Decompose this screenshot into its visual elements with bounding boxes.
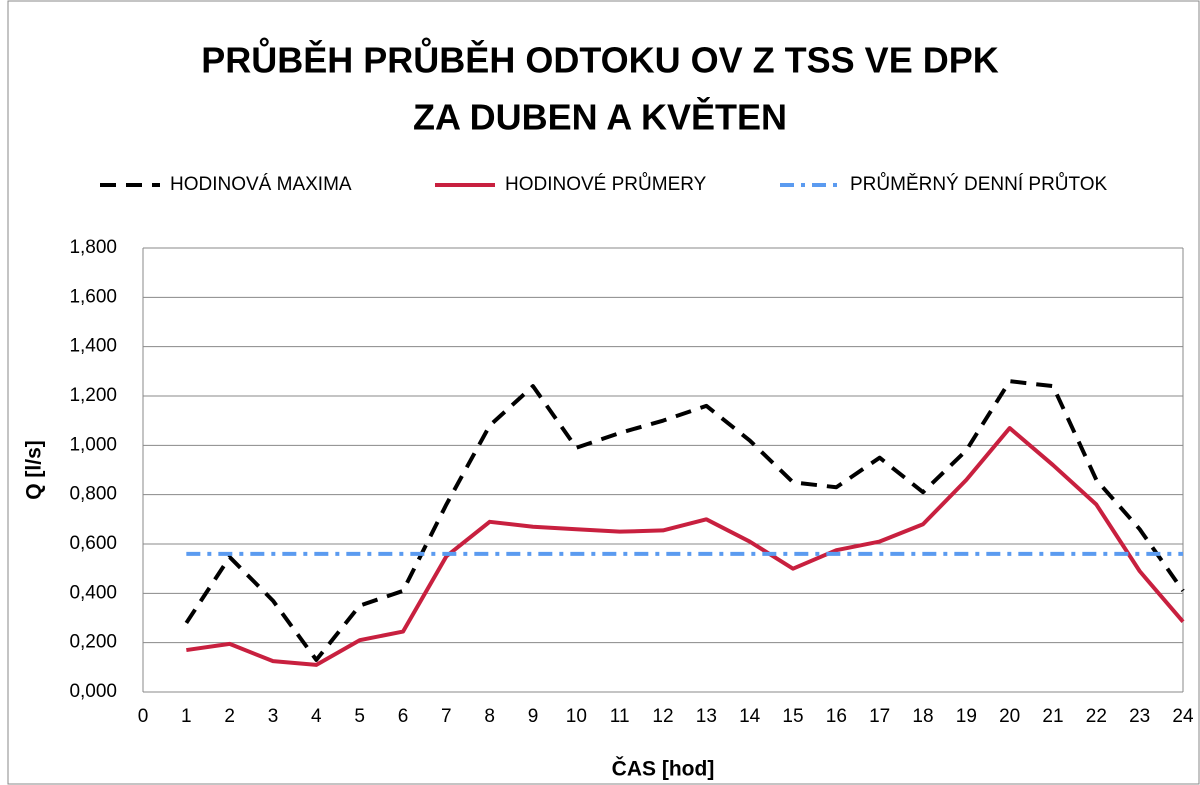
y-tick-label: 0,800 <box>69 484 117 505</box>
y-tick-label: 0,600 <box>69 533 117 554</box>
x-tick-label: 13 <box>696 706 717 727</box>
data-line <box>184 379 1185 662</box>
y-tick-label: 1,800 <box>69 237 117 258</box>
y-tick-label: 0,000 <box>69 681 117 702</box>
x-tick-label: 3 <box>268 706 279 727</box>
x-tick-label: 12 <box>652 706 673 727</box>
x-tick-label: 21 <box>1042 706 1063 727</box>
x-tick-label: 14 <box>739 706 761 727</box>
chart-title: PRŮBĚH PRŮBĚH ODTOKU OV Z TSS VE DPK <box>201 36 998 81</box>
x-tick-label: 24 <box>1172 706 1194 727</box>
y-tick-label: 1,600 <box>69 286 117 307</box>
x-tick-label: 10 <box>566 706 587 727</box>
x-axis-label: ČAS [hod] <box>612 757 715 781</box>
y-tick-label: 1,000 <box>69 434 117 455</box>
legend-label: PRŮMĚRNÝ DENNÍ PRŮTOK <box>850 173 1108 195</box>
chart-title: ZA DUBEN A KVĚTEN <box>413 96 787 138</box>
y-tick-label: 0,400 <box>69 582 117 603</box>
x-tick-label: 0 <box>138 706 149 727</box>
x-tick-label: 8 <box>484 706 495 727</box>
x-tick-label: 20 <box>999 706 1020 727</box>
x-tick-label: 15 <box>782 706 803 727</box>
legend-label: HODINOVÁ MAXIMA <box>170 174 352 195</box>
x-tick-label: 1 <box>181 706 192 727</box>
x-tick-label: 7 <box>441 706 452 727</box>
data-line <box>186 426 1185 667</box>
x-tick-label: 22 <box>1086 706 1107 727</box>
x-tick-label: 23 <box>1129 706 1150 727</box>
x-tick-label: 19 <box>956 706 977 727</box>
y-tick-label: 0,200 <box>69 632 117 653</box>
x-tick-label: 9 <box>528 706 539 727</box>
x-tick-label: 2 <box>224 706 235 727</box>
y-axis-label: Q [l/s] <box>23 440 46 500</box>
x-tick-label: 11 <box>610 706 630 727</box>
x-tick-label: 5 <box>354 706 365 727</box>
x-tick-label: 16 <box>826 706 847 727</box>
x-tick-label: 4 <box>311 706 322 727</box>
x-tick-label: 17 <box>869 706 890 727</box>
x-tick-label: 18 <box>912 706 933 727</box>
y-tick-label: 1,200 <box>69 385 117 406</box>
x-tick-label: 6 <box>398 706 409 727</box>
y-tick-label: 1,400 <box>69 336 117 357</box>
legend-label: HODINOVÉ PRŮMERY <box>505 173 707 195</box>
